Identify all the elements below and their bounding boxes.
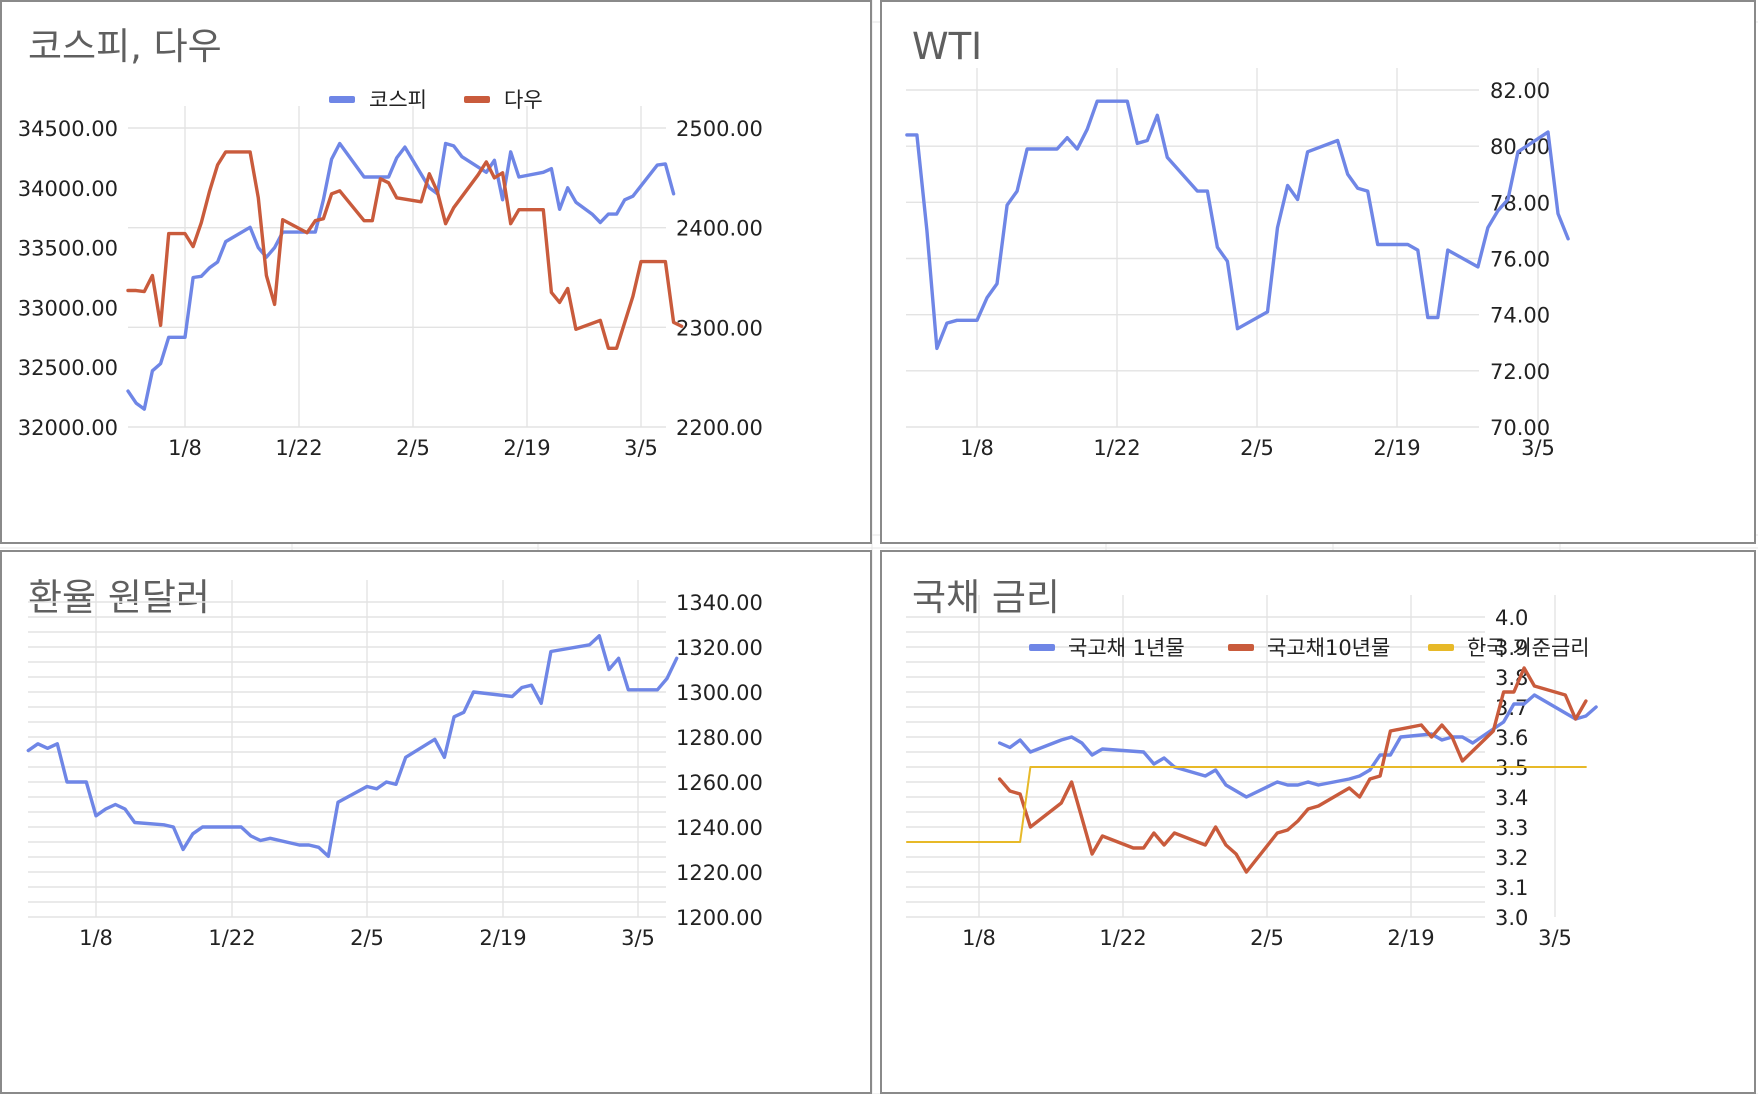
series-line-2[interactable] — [906, 766, 1587, 843]
legend-swatch-dow — [464, 96, 490, 103]
y-left-tick-label: 34500.00 — [18, 117, 118, 141]
x-tick-label: 2/19 — [479, 926, 526, 950]
x-tick-label: 3/5 — [1538, 926, 1572, 950]
x-tick-label: 3/5 — [624, 436, 658, 460]
series-line-0[interactable] — [126, 141, 676, 411]
y-right-tick-label: 1340.00 — [676, 591, 763, 615]
y-right-tick-label: 1220.00 — [676, 861, 763, 885]
x-tick-label: 2/5 — [396, 436, 430, 460]
x-tick-label: 1/8 — [168, 436, 202, 460]
y-right-tick-label: 1260.00 — [676, 771, 763, 795]
y-right-tick-label: 74.00 — [1490, 304, 1550, 328]
y-right-tick-label: 3.0 — [1495, 906, 1528, 930]
y-right-tick-label: 82.00 — [1490, 79, 1550, 103]
y-right-tick-label: 1300.00 — [676, 681, 763, 705]
y-right-tick-label: 2400.00 — [676, 217, 763, 241]
x-tick-label: 1/8 — [962, 926, 996, 950]
y-left-tick-label: 34000.00 — [18, 177, 118, 201]
series-line-1[interactable] — [126, 150, 684, 350]
series-line-0[interactable] — [905, 99, 1570, 351]
y-right-tick-label: 3.2 — [1495, 846, 1528, 870]
x-tick-label: 2/5 — [350, 926, 384, 950]
y-right-tick-label: 3.3 — [1495, 816, 1528, 840]
x-tick-label: 1/22 — [275, 436, 322, 460]
legend-swatch-10y — [1228, 644, 1254, 651]
y-right-tick-label: 2200.00 — [676, 416, 763, 440]
x-tick-label: 3/5 — [1521, 436, 1555, 460]
y-right-tick-label: 3.4 — [1495, 786, 1528, 810]
legend-swatch-base-rate — [1428, 644, 1454, 651]
y-right-tick-label: 80.00 — [1490, 135, 1550, 159]
chart-title: 코스피, 다우 — [28, 25, 222, 68]
exchange-rate-plot: 환율 원달러 1/8 1/22 2/5 2/19 3/5 1200.00 1220.00 12… — [26, 576, 763, 950]
x-tick-label: 1/22 — [1099, 926, 1146, 950]
chart-title: 환율 원달러 — [28, 576, 210, 619]
chart-title: WTI — [912, 25, 982, 68]
series-line-0[interactable] — [997, 693, 1598, 799]
legend-base-rate: 한국 기준금리 — [1467, 636, 1590, 660]
y-right-tick-label: 1200.00 — [676, 906, 763, 930]
y-right-tick-label: 1320.00 — [676, 636, 763, 660]
y-right-tick-label: 3.1 — [1495, 876, 1528, 900]
y-right-tick-label: 72.00 — [1490, 360, 1550, 384]
bond-yield-plot: 국채 금리 1/8 1/22 2/5 2/19 3/5 3.0 3.1 3.2 3.3 3.4 3.… — [906, 576, 1598, 950]
series-line-0[interactable] — [26, 634, 679, 858]
y-right-tick-label: 1280.00 — [676, 726, 763, 750]
x-tick-label: 2/5 — [1240, 436, 1274, 460]
x-tick-label: 1/8 — [79, 926, 113, 950]
series-line-1[interactable] — [997, 666, 1588, 874]
chart-title: 국채 금리 — [912, 576, 1060, 619]
x-tick-label: 1/22 — [208, 926, 255, 950]
y-left-tick-label: 32500.00 — [18, 356, 118, 380]
legend-dow: 다우 — [504, 88, 543, 112]
y-left-tick-label: 32000.00 — [18, 416, 118, 440]
x-tick-label: 2/19 — [503, 436, 550, 460]
legend-kospi: 코스피 — [369, 88, 427, 112]
y-right-tick-label: 4.0 — [1495, 606, 1528, 630]
x-tick-label: 2/19 — [1387, 926, 1434, 950]
y-right-tick-label: 1240.00 — [676, 816, 763, 840]
y-right-tick-label: 2500.00 — [676, 117, 763, 141]
legend-10y: 국고채10년물 — [1267, 636, 1390, 660]
y-right-tick-label: 3.9 — [1495, 636, 1528, 660]
bond-yield-chart[interactable]: 국채 금리 1/8 1/22 2/5 2/19 3/5 3.0 3.1 3.2 3.3 3.4 3.… — [880, 550, 1756, 1094]
y-right-tick-label: 76.00 — [1490, 248, 1550, 272]
legend[interactable]: 국고채 1년물 국고채10년물 한국 기준금리 — [1029, 636, 1590, 660]
exchange-rate-chart[interactable]: 환율 원달러 1/8 1/22 2/5 2/19 3/5 1200.00 1220.00 12… — [0, 550, 872, 1094]
legend-swatch-kospi — [329, 96, 355, 103]
y-right-tick-label: 70.00 — [1490, 416, 1550, 440]
x-tick-label: 1/8 — [960, 436, 994, 460]
legend-swatch-1y — [1029, 644, 1055, 651]
wti-chart[interactable]: WTI 1/8 1/22 2/5 2/19 3/5 70.00 72.00 74.00 76.0… — [880, 0, 1756, 544]
wti-plot: WTI 1/8 1/22 2/5 2/19 3/570.00 72.00 74.00 76.0… — [905, 25, 1570, 460]
x-tick-label: 3/5 — [621, 926, 655, 950]
y-left-tick-label: 33500.00 — [18, 237, 118, 261]
y-right-tick-label: 78.00 — [1490, 191, 1550, 215]
y-right-tick-label: 3.6 — [1495, 726, 1528, 750]
legend[interactable]: 코스피 다우 — [329, 88, 543, 112]
x-tick-label: 2/5 — [1250, 926, 1284, 950]
kospi-dow-plot: 코스피, 다우 1/8 1/22 2/5 2/19 3/5 2200.00 2300.00 2… — [18, 25, 763, 460]
y-right-tick-label: 2300.00 — [676, 316, 763, 340]
kospi-dow-chart[interactable]: 코스피, 다우 1/8 1/22 2/5 2/19 3/5 2200.00 2300.00 2… — [0, 0, 872, 544]
y-left-tick-label: 33000.00 — [18, 296, 118, 320]
x-tick-label: 1/22 — [1093, 436, 1140, 460]
legend-1y: 국고채 1년물 — [1068, 636, 1185, 660]
x-tick-label: 2/19 — [1373, 436, 1420, 460]
